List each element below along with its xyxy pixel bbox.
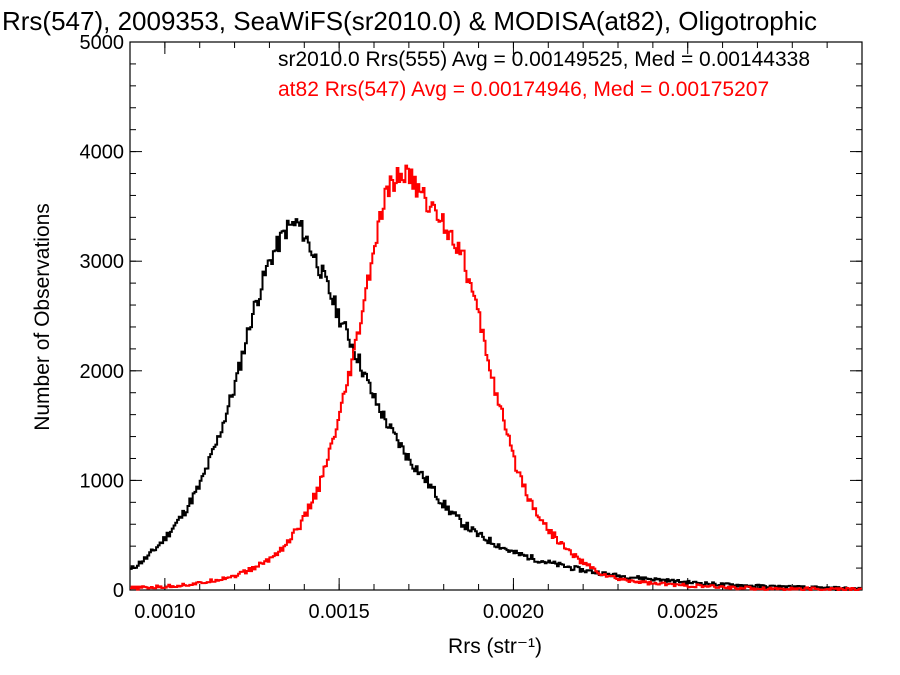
y-tick-label: 4000 [80,142,125,164]
y-axis-label: Number of Observations [31,203,54,431]
legend-entry-at82: at82 Rrs(547) Avg = 0.00174946, Med = 0.… [278,78,769,101]
y-tick-label: 3000 [80,251,125,273]
y-axis-ticks: 0 1000 2000 3000 4000 5000 [80,32,862,602]
series-at82-line [130,164,862,591]
chart-title: Rrs(547), 2009353, SeaWiFS(sr2010.0) & M… [2,6,817,36]
series-lines [130,164,862,591]
plot-frame [129,41,863,591]
x-tick-label: 0.0015 [309,601,370,623]
series-sr2010-line [130,218,862,591]
plot-border [129,41,863,591]
x-tick-label: 0.0010 [134,601,195,623]
x-tick-label: 0.0020 [483,601,544,623]
y-tick-label: 1000 [80,470,125,492]
y-tick-label: 0 [113,580,124,602]
x-axis-label: Rrs (str⁻¹) [448,635,542,658]
legend-entry-sr2010: sr2010.0 Rrs(555) Avg = 0.00149525, Med … [278,48,810,71]
y-tick-label: 2000 [80,361,125,383]
x-tick-label: 0.0025 [657,601,718,623]
y-tick-label: 5000 [80,32,125,54]
